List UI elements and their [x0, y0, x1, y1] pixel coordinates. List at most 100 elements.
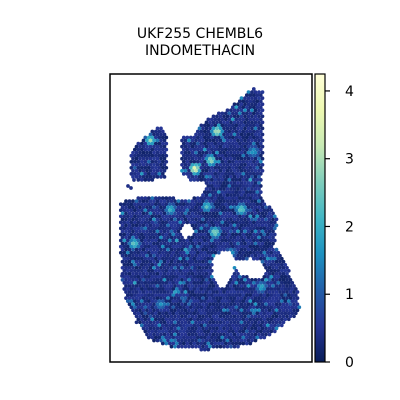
spot	[195, 135, 200, 140]
spot	[190, 326, 195, 331]
spot	[269, 244, 274, 249]
spot	[229, 344, 233, 349]
spot	[272, 250, 277, 255]
spot	[153, 135, 158, 140]
spot	[258, 329, 263, 334]
spot	[285, 265, 289, 270]
spot	[258, 147, 263, 152]
spot	[218, 181, 223, 185]
spot	[229, 187, 233, 191]
spot	[146, 250, 151, 255]
spot	[174, 329, 179, 334]
spot	[153, 147, 158, 152]
spot	[197, 126, 202, 131]
spot	[208, 241, 212, 246]
spot	[157, 256, 162, 261]
spot	[213, 184, 218, 188]
spot	[213, 141, 218, 146]
spot	[131, 229, 135, 234]
spot	[241, 208, 246, 213]
spot	[176, 314, 181, 319]
spot	[180, 259, 184, 264]
spot	[236, 278, 240, 282]
spot	[251, 111, 256, 116]
spot	[248, 287, 253, 291]
spot	[251, 165, 256, 170]
spot	[164, 135, 169, 140]
spot	[132, 299, 137, 303]
spot	[206, 317, 211, 322]
spot	[190, 247, 195, 252]
spot	[145, 156, 149, 161]
spot	[208, 296, 212, 300]
spot	[201, 205, 205, 210]
spot	[253, 150, 258, 155]
spot	[183, 247, 188, 252]
spot	[230, 238, 235, 243]
spot	[169, 241, 174, 246]
spot	[246, 138, 251, 143]
spot	[202, 317, 207, 322]
spot	[211, 229, 216, 234]
spot	[264, 314, 268, 319]
spot	[220, 153, 225, 158]
colorbar-tick-label: 0	[345, 355, 354, 371]
spot	[223, 159, 228, 164]
spot	[264, 247, 268, 252]
spot	[230, 281, 235, 285]
spot	[285, 302, 289, 307]
spot	[202, 299, 207, 303]
spot	[232, 114, 237, 119]
spot	[239, 296, 244, 300]
spot	[211, 314, 216, 319]
spot	[215, 314, 219, 319]
spot	[236, 102, 240, 107]
spot	[152, 132, 156, 137]
spot	[255, 184, 260, 188]
spot	[136, 250, 141, 255]
spot	[232, 272, 237, 276]
spot	[244, 288, 248, 292]
spot	[176, 302, 181, 307]
spot	[185, 165, 190, 170]
spot	[171, 208, 176, 213]
spot	[176, 205, 181, 210]
spot	[241, 178, 246, 182]
spot	[246, 338, 251, 343]
spot	[178, 299, 183, 303]
spot	[152, 314, 156, 319]
spot	[141, 259, 146, 264]
spot	[164, 232, 169, 237]
spot	[279, 317, 284, 322]
spot	[180, 168, 184, 173]
spot	[139, 159, 144, 164]
spot	[195, 341, 200, 346]
spot	[178, 268, 183, 273]
spot	[180, 223, 184, 228]
spot	[209, 172, 214, 176]
spot	[181, 299, 186, 303]
spot	[208, 156, 212, 161]
spot	[237, 293, 242, 297]
spot	[173, 265, 177, 270]
spot	[272, 220, 277, 225]
spot	[223, 196, 228, 200]
spot	[195, 323, 200, 328]
spot	[211, 302, 216, 307]
spot	[225, 344, 230, 349]
spot	[225, 168, 230, 173]
spot	[209, 135, 214, 140]
spot	[258, 335, 263, 340]
spot	[143, 311, 148, 316]
spot	[209, 153, 214, 158]
spot	[281, 272, 286, 276]
spot	[255, 281, 260, 285]
spot	[230, 117, 235, 122]
spot	[220, 135, 225, 140]
spot	[220, 299, 225, 303]
spot	[222, 235, 226, 240]
spot	[232, 247, 237, 252]
spot	[250, 326, 254, 331]
spot	[232, 120, 237, 125]
spot	[204, 223, 209, 228]
